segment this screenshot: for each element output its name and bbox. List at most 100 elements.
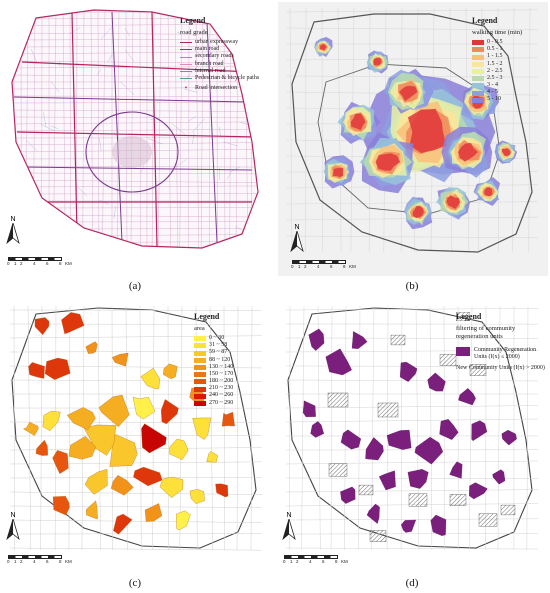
road-network-map-svg (11, 9, 259, 249)
legend-label: 4 - 5 (487, 89, 498, 96)
legend-label: 88 ~ 120 (209, 356, 231, 363)
legend-item: main road (180, 46, 268, 53)
scale-tick: 1 (290, 559, 293, 564)
scale-tick: 0 (7, 261, 10, 266)
scale-bar: 0 1 2 4 6 8 KM (283, 555, 348, 565)
panel-a-road-network-map: Legend road grade urban expressway main … (2, 2, 270, 270)
caption-d: (d) (405, 577, 419, 589)
north-arrow-shape (6, 221, 20, 245)
regeneration-units-map-svg (285, 305, 539, 551)
north-label: N (10, 512, 16, 519)
legend-swatch (472, 76, 484, 82)
legend-label: 1.5 - 2 (487, 60, 503, 67)
north-arrow-icon: N (6, 512, 20, 543)
legend-label: 180 ~ 200 (209, 378, 234, 385)
legend-swatch (472, 61, 484, 67)
legend-title: Legend (180, 16, 206, 25)
scale-tick: 8 (59, 559, 62, 564)
scale-tick: 0 (283, 559, 286, 564)
legend-item: • Road intersection (180, 84, 268, 92)
caption-c: (c) (128, 577, 142, 589)
legend-subtitle: road grade (180, 29, 208, 36)
legend-label: 31 ~ 58 (209, 342, 228, 349)
scale-bar: 0 1 2 4 6 8 KM (7, 257, 72, 267)
scale-tick: 1 (298, 264, 301, 269)
scale-unit: KM (65, 559, 72, 564)
legend-item: branch road (180, 61, 268, 68)
legend-label: Road intersection (195, 85, 238, 92)
area-blocks (23, 312, 235, 535)
legend-swatch (194, 379, 206, 385)
north-arrow-icon: N (282, 512, 296, 543)
legend-title: Legend (194, 312, 220, 321)
north-label: N (294, 224, 300, 231)
scale-bar-graphic (8, 555, 62, 559)
legend-label: 130 ~ 140 (209, 363, 234, 370)
legend-item: 2.5 - 3 (472, 75, 548, 82)
scale-tick: 1 (14, 559, 17, 564)
legend-item: 0 ~ 30 (194, 335, 270, 342)
scale-tick: 4 (33, 559, 36, 564)
scale-tick: 2 (296, 559, 299, 564)
north-arrow-icon: N (290, 224, 304, 255)
legend-item: New Community Units (I(x) > 2000) (456, 312, 546, 372)
legend-swatch (472, 40, 484, 46)
hatch-swatch (456, 312, 470, 321)
legend-label: Community Regeneration Units (I(x) ≤ 200… (474, 346, 537, 361)
legend-swatch (194, 393, 206, 399)
legend-swatch (180, 63, 192, 65)
legend-item: 0.5 - 1 (472, 46, 548, 53)
legend-swatch (472, 83, 484, 89)
legend-label: internal road (195, 67, 226, 74)
legend-subtitle: walking time (min) (472, 29, 523, 36)
legend-label: main road (195, 46, 220, 53)
legend-label: 240 ~ 260 (209, 392, 234, 399)
legend-item: Community Regeneration Units (I(x) ≤ 200… (456, 346, 546, 361)
legend-swatch (194, 400, 206, 406)
scale-tick: 2 (304, 264, 307, 269)
legend-label: 3 - 4 (487, 82, 498, 89)
panel-c-area-map: Legend area 0 ~ 30 31 ~ 58 59 ~ 87 88 ~ … (2, 300, 272, 572)
legend-label: 0 - 0.5 (487, 38, 503, 45)
scale-tick: 0 (7, 559, 10, 564)
scale-tick: 4 (33, 261, 36, 266)
legend-b: Legend walking time (min) 0 - 0.5 0.5 - … (472, 16, 548, 104)
legend-item: urban expressway (180, 39, 268, 46)
legend-a: Legend road grade urban expressway main … (180, 16, 268, 92)
scale-tick: 8 (343, 264, 346, 269)
scale-bar: 0 1 2 4 6 8 KM (7, 555, 72, 565)
legend-item: 1.5 - 2 (472, 61, 548, 68)
scale-tick: 2 (20, 559, 23, 564)
legend-label: 59 ~ 87 (209, 349, 228, 356)
legend-item: internal road (180, 68, 268, 75)
community-regeneration-units (302, 328, 517, 536)
legend-item: 59 ~ 87 (194, 349, 270, 357)
scale-bar: 0 1 2 4 6 8 KM (291, 260, 356, 270)
north-arrow-icon: N (6, 216, 20, 247)
scale-tick: 2 (20, 261, 23, 266)
legend-item: 240 ~ 260 (194, 392, 270, 400)
legend-item: 5 - 10 (472, 96, 548, 104)
north-arrow-shape (282, 517, 296, 541)
legend-item: 180 ~ 200 (194, 378, 270, 385)
legend-label: 2 - 2.5 (487, 67, 503, 74)
legend-swatch (180, 56, 192, 58)
legend-subtitle: filtering of community regeneration unit… (456, 325, 516, 341)
caption-b: (b) (405, 280, 419, 292)
legend-swatch (194, 357, 206, 363)
legend-swatch (194, 364, 206, 370)
scale-tick: 6 (46, 261, 49, 266)
north-label: N (286, 512, 292, 519)
north-label: N (10, 216, 16, 223)
legend-label: urban expressway (195, 38, 239, 45)
panel-d-regeneration-units-map: Legend filtering of community regenerati… (278, 300, 548, 572)
legend-swatch (472, 68, 484, 74)
legend-item: 0 - 0.5 (472, 39, 548, 46)
legend-c: Legend area 0 ~ 30 31 ~ 58 59 ~ 87 88 ~ … (194, 312, 270, 407)
legend-swatch (180, 70, 192, 72)
scale-unit: KM (341, 559, 348, 564)
scale-bar-graphic (284, 555, 338, 559)
legend-item: 270 ~ 290 (194, 400, 270, 407)
scale-tick: 4 (317, 264, 320, 269)
walking-time-heatmap (314, 37, 518, 230)
